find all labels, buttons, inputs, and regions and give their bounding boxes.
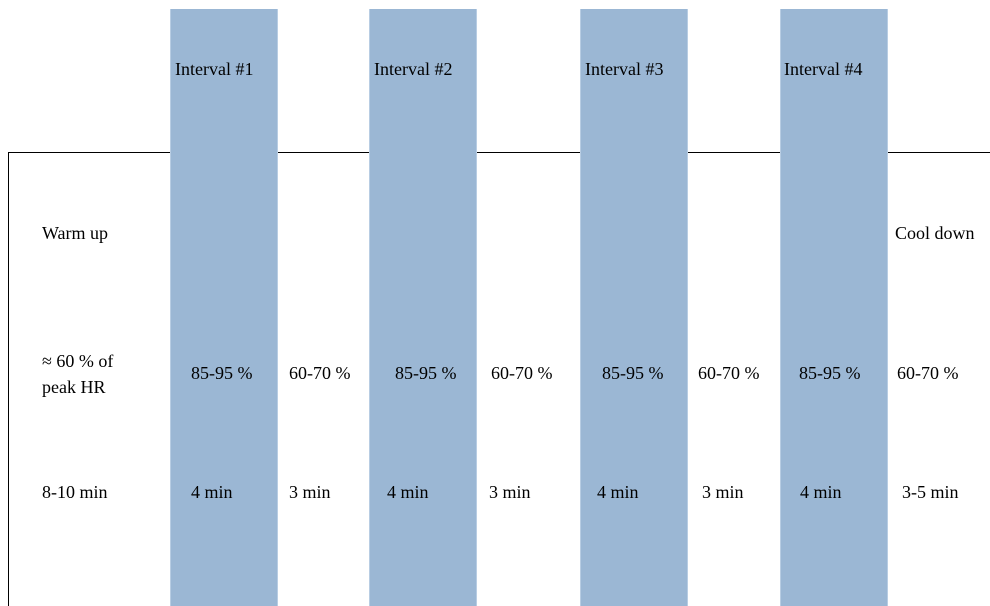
interval-title-2: Interval #2 [374,59,453,79]
warm-up-intensity-line2: peak HR [42,377,106,397]
interval-duration-2: 4 min [387,482,429,502]
recovery-duration-1: 3 min [289,482,331,502]
interval-title-3: Interval #3 [585,59,664,79]
interval-intensity-1: 85-95 % [191,363,253,383]
interval-bar-4 [780,9,888,606]
interval-bar-3 [580,9,688,606]
interval-bar-2 [369,9,477,606]
recovery-duration-3: 3 min [702,482,744,502]
interval-duration-3: 4 min [597,482,639,502]
cool-down-label: Cool down [895,223,975,243]
interval-title-4: Interval #4 [784,59,863,79]
interval-duration-1: 4 min [191,482,233,502]
warm-up-intensity-line1: ≈ 60 % of [42,351,114,371]
recovery-duration-2: 3 min [489,482,531,502]
cool-down-duration: 3-5 min [902,482,959,502]
recovery-intensity-2: 60-70 % [491,363,553,383]
warm-up-duration: 8-10 min [42,482,108,502]
interval-intensity-2: 85-95 % [395,363,457,383]
recovery-intensity-3: 60-70 % [698,363,760,383]
left-axis-line [8,152,9,606]
warm-up-intensity: ≈ 60 % of peak HR [42,348,113,400]
warm-up-label: Warm up [42,223,109,243]
interval-title-1: Interval #1 [175,59,254,79]
interval-duration-4: 4 min [800,482,842,502]
interval-intensity-3: 85-95 % [602,363,664,383]
interval-bar-1 [170,9,278,606]
interval-intensity-4: 85-95 % [799,363,861,383]
cool-down-intensity: 60-70 % [897,363,959,383]
recovery-intensity-1: 60-70 % [289,363,351,383]
top-axis-line [8,152,990,153]
